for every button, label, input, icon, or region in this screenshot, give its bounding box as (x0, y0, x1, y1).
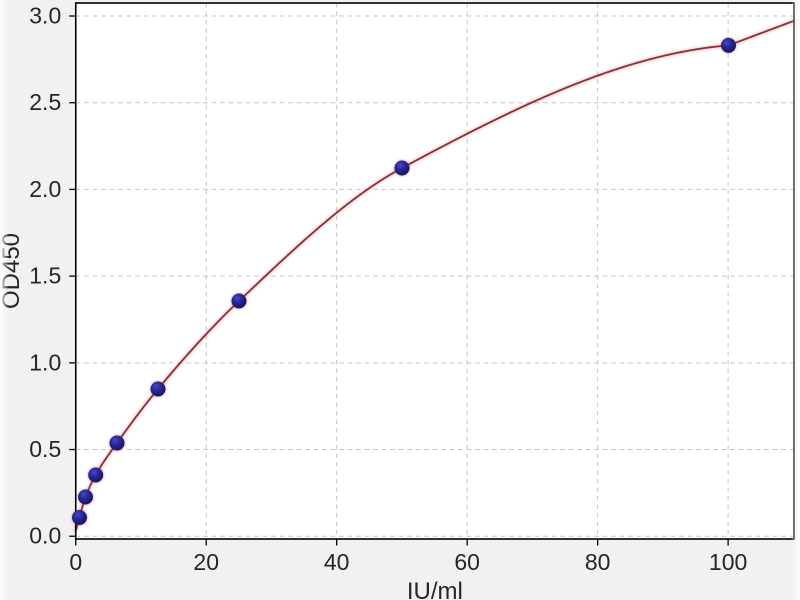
svg-text:OD450: OD450 (0, 233, 25, 309)
svg-text:100: 100 (709, 549, 747, 575)
svg-text:0.5: 0.5 (29, 436, 61, 462)
svg-text:20: 20 (193, 549, 219, 575)
svg-text:40: 40 (324, 549, 350, 575)
svg-text:2.5: 2.5 (29, 89, 61, 115)
svg-text:1.5: 1.5 (29, 263, 61, 289)
svg-text:3.0: 3.0 (29, 3, 61, 29)
svg-text:0.0: 0.0 (29, 523, 61, 549)
svg-text:2.0: 2.0 (29, 176, 61, 202)
svg-text:60: 60 (454, 549, 480, 575)
svg-text:0: 0 (69, 549, 82, 575)
svg-text:1.0: 1.0 (29, 349, 61, 375)
svg-text:80: 80 (585, 549, 611, 575)
svg-text:IU/ml: IU/ml (407, 578, 463, 600)
